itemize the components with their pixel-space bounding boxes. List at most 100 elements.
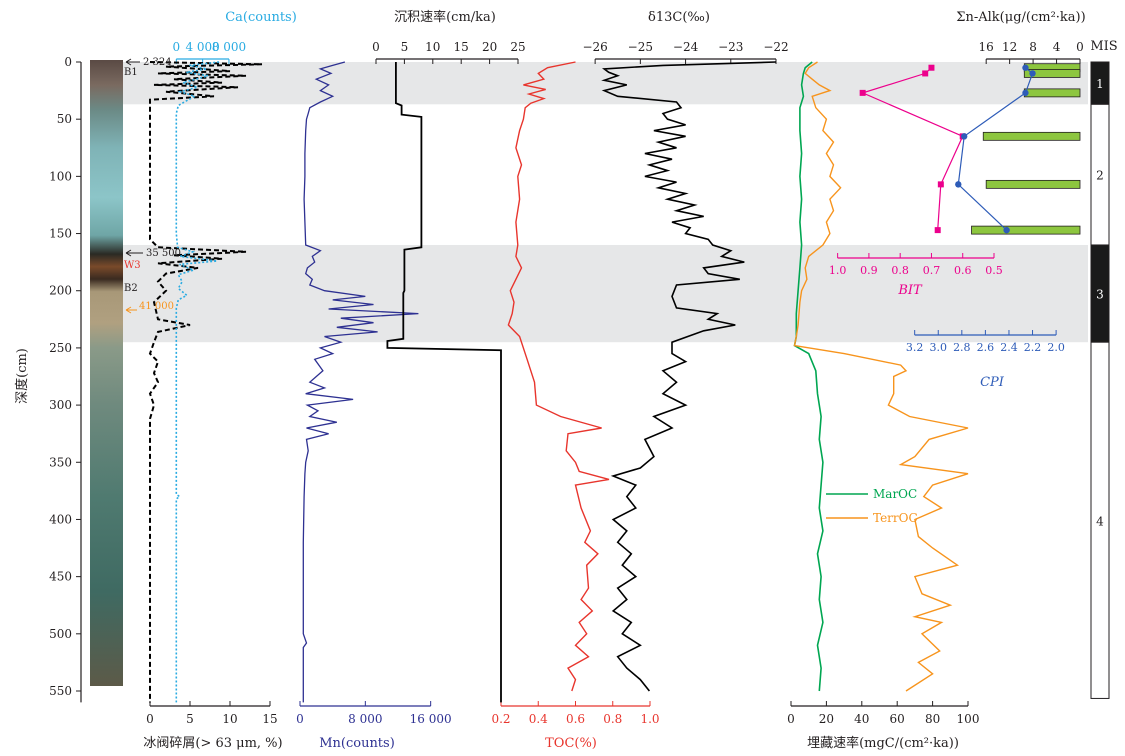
mn-tick-label: 0 xyxy=(296,712,304,726)
bit-tick-label: 1.0 xyxy=(829,264,847,277)
toc-tick-label: 0.2 xyxy=(491,712,510,726)
toc-tick-label: 0.6 xyxy=(566,712,585,726)
nalk-bar xyxy=(971,225,1081,235)
bit-tick-label: 0.6 xyxy=(954,264,972,277)
nalk-tick-label: 16 xyxy=(979,40,994,54)
d13c-axis-label: δ13C(‰) xyxy=(648,10,710,25)
cpi-point xyxy=(955,181,962,188)
nalk-axis-label: Σn-Alk(μg/(cm²·ka)) xyxy=(956,10,1085,25)
cpi-tick-label: 3.0 xyxy=(930,341,948,354)
sr-tick-label: 0 xyxy=(372,40,380,54)
burial-tick-label: 0 xyxy=(787,712,795,726)
burial-tick-label: 40 xyxy=(854,712,869,726)
annotation-age-35500: 35 500 xyxy=(146,248,181,259)
bit-point xyxy=(859,89,866,96)
axis-labels: 050100150200250300350400450500550深度(cm)0… xyxy=(14,9,1118,751)
cpi-tick-label: 2.8 xyxy=(953,341,971,354)
d13c-tick-label: −23 xyxy=(718,40,743,54)
cpi-point xyxy=(1029,70,1036,77)
annotation-arrow-2324 xyxy=(125,58,140,66)
sediment-core-image xyxy=(90,60,123,686)
cpi-point xyxy=(960,133,968,140)
nalk-tick-label: 4 xyxy=(1053,40,1061,54)
mis-stage-label: 3 xyxy=(1096,288,1104,302)
burial-tick-label: 20 xyxy=(819,712,834,726)
mis-stage-label: 2 xyxy=(1096,169,1104,183)
depth-tick-label: 300 xyxy=(49,398,72,412)
ca-tick-label: 8 000 xyxy=(212,40,246,54)
legend-label-maroc: MarOC xyxy=(873,487,917,501)
cpi-point xyxy=(1003,226,1010,234)
depth-tick-label: 350 xyxy=(49,455,72,469)
burial-axis-label: 埋藏速率(mgC/(cm²·ka)) xyxy=(807,735,959,751)
annotations: 2 324 B1 35 500 W3 B2 41 000 xyxy=(124,57,181,314)
nalk-bar xyxy=(985,179,1081,189)
bit-point xyxy=(937,181,944,188)
burial-tick-label: 100 xyxy=(957,712,980,726)
sr-tick-label: 10 xyxy=(425,40,440,54)
burial-tick-label: 60 xyxy=(890,712,905,726)
bit-tick-label: 0.7 xyxy=(923,264,941,277)
annotation-w3: W3 xyxy=(124,260,141,271)
nalk-bar xyxy=(982,131,1081,141)
toc-tick-label: 1.0 xyxy=(640,712,659,726)
nalk-tick-label: 12 xyxy=(1002,40,1017,54)
ca-line xyxy=(175,61,220,703)
depth-tick-label: 200 xyxy=(49,284,72,298)
mis-label: MIS xyxy=(1090,39,1117,54)
toc-tick-label: 0.8 xyxy=(603,712,622,726)
ca-axis-label: Ca(counts) xyxy=(225,10,297,25)
depth-tick-label: 50 xyxy=(57,112,72,126)
cpi-tick-label: 3.2 xyxy=(906,341,924,354)
toc-axis-label: TOC(%) xyxy=(545,736,597,751)
ird-line xyxy=(148,61,263,703)
mis-stage-4 xyxy=(1090,341,1110,699)
sr-tick-label: 20 xyxy=(482,40,497,54)
annotation-age-2324: 2 324 xyxy=(143,57,172,68)
ird-tick-label: 0 xyxy=(146,712,154,726)
cpi-axis-label: CPI xyxy=(980,375,1005,390)
nalk-tick-label: 8 xyxy=(1029,40,1037,54)
bit-point xyxy=(934,227,941,234)
nalk-bar xyxy=(1023,69,1081,78)
bit-tick-label: 0.9 xyxy=(860,264,878,277)
panel-axes xyxy=(76,58,1110,707)
toc-line xyxy=(507,61,610,692)
d13c-line xyxy=(601,61,777,692)
ird-tick-label: 10 xyxy=(222,712,237,726)
mis-stage-label: 1 xyxy=(1096,77,1104,91)
d13c-tick-label: −26 xyxy=(582,40,607,54)
ca-tick-label: 0 xyxy=(172,40,180,54)
depth-tick-label: 250 xyxy=(49,341,72,355)
depth-tick-label: 100 xyxy=(49,169,72,183)
cpi-tick-label: 2.2 xyxy=(1024,341,1042,354)
ird-axis-label: 冰阀碎屑(> 63 μm, %) xyxy=(143,736,282,751)
bit-axis-label: BIT xyxy=(897,283,923,298)
mn-tick-label: 16 000 xyxy=(410,712,452,726)
depth-axis-label: 深度(cm) xyxy=(14,348,30,404)
cpi-tick-label: 2.4 xyxy=(1000,341,1018,354)
d13c-tick-label: −25 xyxy=(628,40,653,54)
sedimentation-rate-line xyxy=(386,62,502,703)
shaded-intervals xyxy=(123,62,1088,343)
depth-tick-label: 400 xyxy=(49,512,72,526)
depth-tick-label: 450 xyxy=(49,570,72,584)
maroc-line xyxy=(793,61,824,692)
d13c-tick-label: −24 xyxy=(673,40,699,54)
mis-stage-label: 4 xyxy=(1096,514,1104,528)
toc-tick-label: 0.4 xyxy=(529,712,548,726)
cpi-point xyxy=(1022,89,1029,97)
mn-line xyxy=(302,61,419,703)
ca-tick-label: 4 000 xyxy=(185,40,219,54)
annotation-age-41000: 41 000 xyxy=(139,301,174,312)
depth-tick-label: 150 xyxy=(49,227,72,241)
ird-tick-label: 5 xyxy=(186,712,194,726)
data-series xyxy=(148,61,1081,703)
d13c-tick-label: −22 xyxy=(763,40,788,54)
depth-tick-label: 550 xyxy=(49,684,72,698)
nalk-tick-label: 0 xyxy=(1076,40,1084,54)
bit-tick-label: 0.8 xyxy=(891,264,909,277)
depth-tick-label: 500 xyxy=(49,627,72,641)
cpi-tick-label: 2.0 xyxy=(1047,341,1065,354)
